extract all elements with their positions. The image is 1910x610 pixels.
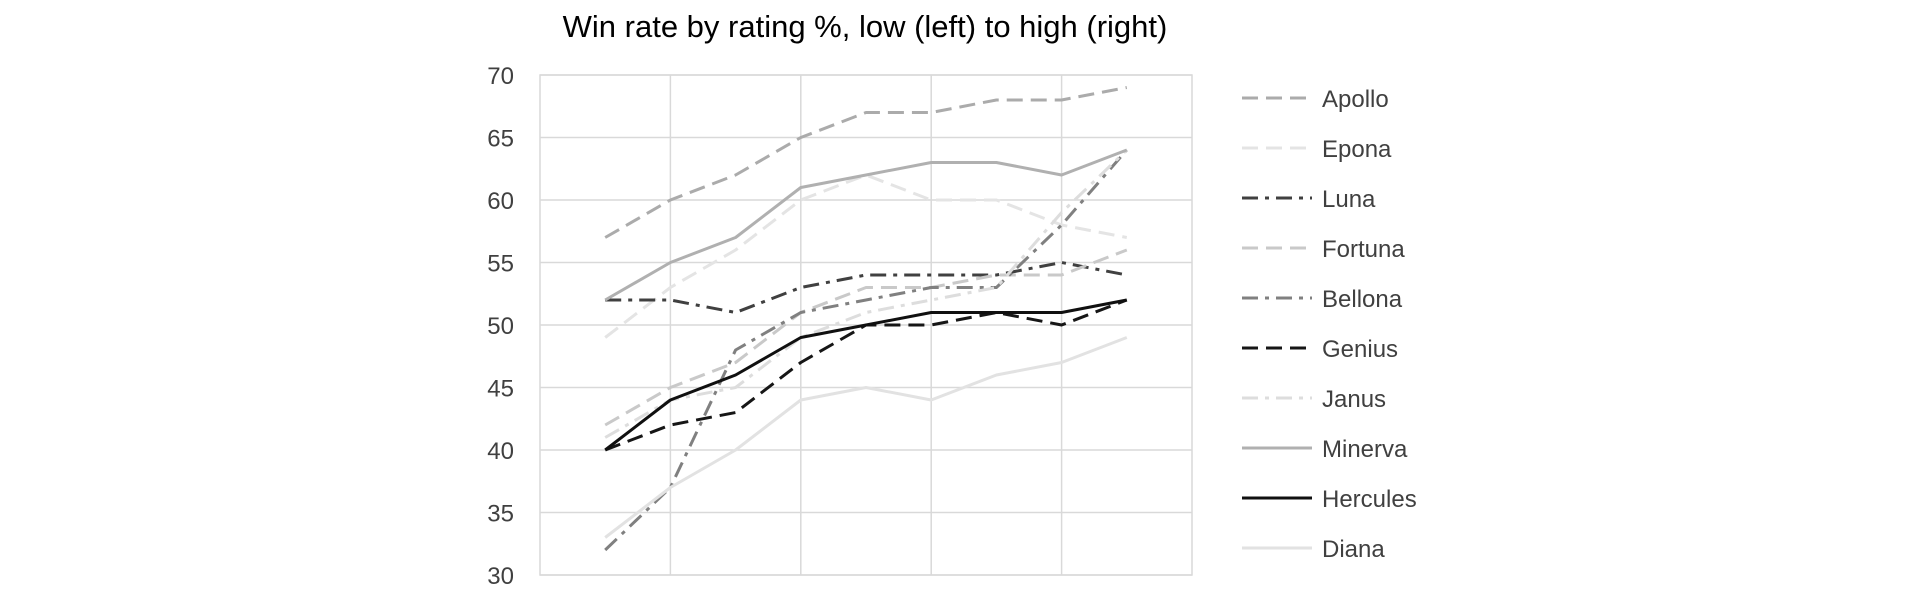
series-line-genius xyxy=(604,298,1128,452)
y-tick-label-5: 55 xyxy=(487,251,514,278)
legend-label-epona: Epona xyxy=(1322,136,1392,163)
legend-label-minerva: Minerva xyxy=(1322,436,1408,463)
y-tick-label-7: 65 xyxy=(487,126,514,153)
y-tick-label-3: 45 xyxy=(487,376,514,403)
legend-label-genius: Genius xyxy=(1322,336,1398,363)
series-line-epona xyxy=(604,173,1128,339)
series-line-luna xyxy=(605,261,1128,314)
y-tick-label-4: 50 xyxy=(487,313,514,340)
y-tick-label-0: 30 xyxy=(487,563,514,590)
series-line-fortuna xyxy=(604,248,1128,427)
legend-label-apollo: Apollo xyxy=(1322,86,1389,113)
series-lines xyxy=(604,86,1128,552)
series-line-hercules xyxy=(604,298,1128,452)
legend-label-diana: Diana xyxy=(1322,536,1385,563)
y-tick-label-6: 60 xyxy=(487,188,514,215)
legend: Apollo Epona Luna Fortuna Bellona Genius Janus… xyxy=(1242,86,1417,563)
chart-title: Win rate by rating %, low (left) to high… xyxy=(563,9,1168,44)
plot-area-border xyxy=(539,74,1193,576)
y-tick-label-1: 35 xyxy=(487,501,514,528)
series-line-diana xyxy=(604,336,1128,539)
y-tick-label-8: 70 xyxy=(487,63,514,90)
legend-label-fortuna: Fortuna xyxy=(1322,236,1405,263)
legend-label-janus: Janus xyxy=(1322,386,1386,413)
legend-label-bellona: Bellona xyxy=(1322,286,1403,313)
y-tick-label-2: 40 xyxy=(487,438,514,465)
series-line-bellona xyxy=(604,149,1128,552)
legend-label-luna: Luna xyxy=(1322,186,1376,213)
series-line-apollo xyxy=(604,86,1128,239)
legend-label-hercules: Hercules xyxy=(1322,486,1417,513)
series-line-minerva xyxy=(604,148,1128,302)
y-axis-tick-labels: 30 35 40 45 50 55 60 65 70 xyxy=(487,63,514,590)
